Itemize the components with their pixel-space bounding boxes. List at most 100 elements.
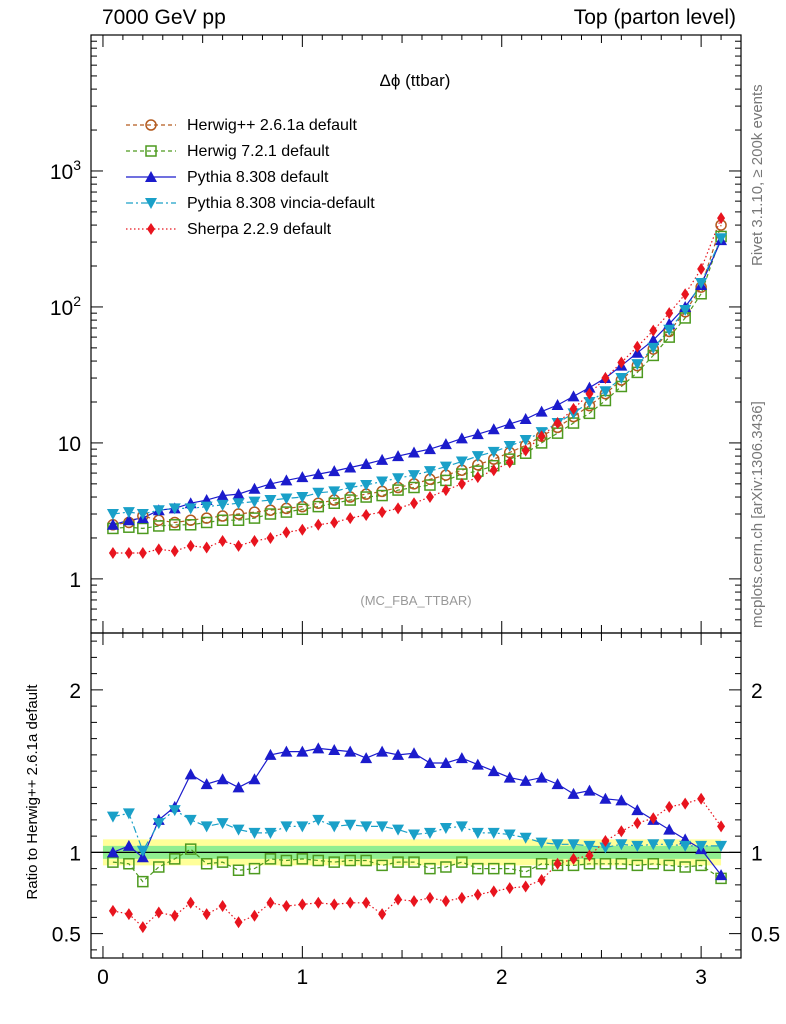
y-tick-label-right: 0.5 bbox=[751, 924, 780, 947]
data-point bbox=[521, 880, 530, 893]
data-point bbox=[617, 356, 626, 369]
data-point bbox=[615, 858, 628, 870]
data-point bbox=[360, 854, 372, 867]
legend-marker bbox=[145, 198, 157, 209]
data-point bbox=[583, 381, 596, 393]
data-point bbox=[392, 484, 404, 496]
data-point bbox=[296, 492, 309, 504]
data-point bbox=[137, 875, 149, 888]
data-point bbox=[170, 909, 179, 922]
y-tick-label: 103 bbox=[50, 157, 81, 184]
data-point bbox=[346, 896, 355, 909]
data-point bbox=[282, 900, 291, 912]
data-point bbox=[248, 512, 261, 524]
data-point bbox=[232, 498, 245, 510]
data-point bbox=[410, 497, 419, 510]
data-point bbox=[376, 745, 389, 757]
data-point bbox=[298, 523, 307, 536]
data-point bbox=[717, 820, 726, 833]
data-point bbox=[376, 453, 389, 465]
data-point bbox=[569, 852, 578, 865]
data-point bbox=[457, 891, 466, 904]
data-point bbox=[537, 430, 546, 443]
data-point bbox=[232, 824, 245, 836]
data-point bbox=[551, 778, 564, 790]
data-point bbox=[695, 278, 708, 290]
data-point bbox=[615, 839, 628, 851]
data-point bbox=[567, 787, 580, 799]
data-point bbox=[312, 500, 325, 513]
data-point bbox=[631, 840, 644, 852]
data-point bbox=[200, 821, 213, 833]
data-point bbox=[123, 858, 135, 870]
x-tick-label: 3 bbox=[695, 966, 707, 989]
data-point bbox=[471, 758, 484, 770]
data-point bbox=[583, 784, 596, 796]
data-point bbox=[250, 534, 259, 547]
data-point bbox=[234, 539, 243, 552]
data-point bbox=[184, 519, 197, 531]
data-point bbox=[583, 840, 596, 852]
data-point bbox=[184, 814, 197, 826]
data-point bbox=[346, 512, 355, 525]
data-point bbox=[232, 514, 245, 526]
data-point bbox=[298, 898, 307, 911]
data-point bbox=[137, 522, 149, 535]
data-point bbox=[488, 862, 500, 875]
data-point bbox=[248, 827, 261, 839]
data-point bbox=[425, 891, 434, 904]
y-tick-label: 1 bbox=[69, 842, 81, 865]
data-point bbox=[184, 843, 197, 855]
ratio-plot-frame bbox=[90, 632, 742, 959]
data-point bbox=[521, 444, 530, 457]
data-point bbox=[599, 858, 612, 870]
data-point bbox=[471, 451, 484, 463]
data-point bbox=[266, 531, 275, 544]
data-point bbox=[264, 495, 277, 507]
data-point bbox=[296, 853, 309, 865]
data-point bbox=[567, 839, 580, 851]
legend-marker bbox=[145, 145, 157, 157]
chart-legend: Herwig++ 2.6.1a default Herwig 7.2.1 defa… bbox=[126, 117, 375, 238]
data-point bbox=[200, 501, 213, 513]
data-point bbox=[649, 324, 658, 337]
data-point bbox=[394, 502, 403, 515]
data-point bbox=[679, 840, 692, 852]
data-point bbox=[216, 514, 229, 526]
data-point bbox=[328, 497, 341, 509]
data-point bbox=[328, 465, 341, 477]
legend-label: Herwig++ 2.6.1a default bbox=[187, 117, 357, 134]
data-point bbox=[328, 744, 341, 755]
data-point bbox=[408, 829, 421, 841]
data-point bbox=[362, 509, 371, 522]
data-point bbox=[378, 908, 387, 921]
data-point bbox=[200, 778, 213, 790]
data-point bbox=[136, 845, 149, 857]
data-point bbox=[154, 543, 163, 556]
data-point bbox=[599, 792, 612, 804]
data-point bbox=[248, 496, 261, 508]
data-point bbox=[136, 509, 149, 521]
data-point bbox=[647, 334, 660, 346]
data-point bbox=[456, 856, 468, 868]
data-point bbox=[681, 797, 690, 810]
data-point bbox=[439, 461, 452, 473]
data-point bbox=[170, 545, 179, 558]
data-point bbox=[378, 506, 387, 519]
data-point bbox=[585, 849, 594, 862]
data-point bbox=[330, 898, 339, 911]
data-point bbox=[232, 488, 245, 500]
data-point bbox=[553, 417, 562, 430]
data-point bbox=[282, 526, 291, 539]
data-point bbox=[439, 823, 452, 834]
data-point bbox=[376, 859, 388, 872]
data-point bbox=[218, 534, 227, 547]
data-point bbox=[455, 456, 468, 468]
data-point bbox=[519, 435, 532, 447]
data-point bbox=[503, 771, 516, 783]
data-point bbox=[599, 386, 612, 398]
data-point bbox=[715, 233, 728, 245]
data-point bbox=[344, 482, 357, 494]
x-tick-label: 2 bbox=[496, 966, 508, 989]
y-tick-label: 0.5 bbox=[52, 924, 81, 947]
